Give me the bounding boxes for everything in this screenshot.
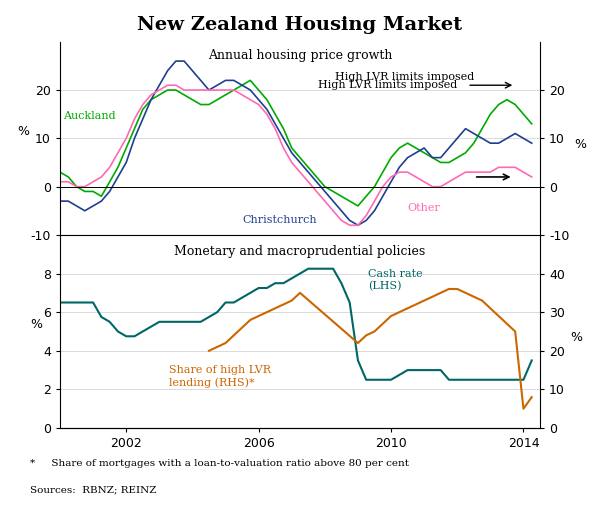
Y-axis label: %: % [17, 125, 29, 138]
Text: Christchurch: Christchurch [242, 215, 317, 225]
Text: High LVR limits imposed: High LVR limits imposed [335, 73, 474, 82]
Text: *     Share of mortgages with a loan-to-valuation ratio above 80 per cent: * Share of mortgages with a loan-to-valu… [30, 459, 409, 468]
Text: Cash rate
(LHS): Cash rate (LHS) [368, 269, 422, 291]
Text: Annual housing price growth: Annual housing price growth [208, 50, 392, 63]
Y-axis label: %: % [570, 331, 582, 345]
Text: Auckland: Auckland [64, 111, 116, 121]
Y-axis label: %: % [575, 138, 587, 151]
Y-axis label: %: % [30, 318, 42, 331]
Text: New Zealand Housing Market: New Zealand Housing Market [137, 16, 463, 33]
Text: Other: Other [407, 203, 440, 213]
Text: Monetary and macroprudential policies: Monetary and macroprudential policies [175, 244, 425, 257]
Text: High LVR limits imposed: High LVR limits imposed [318, 80, 457, 90]
Text: Share of high LVR
lending (RHS)*: Share of high LVR lending (RHS)* [169, 365, 271, 387]
Text: Sources:  RBNZ; REINZ: Sources: RBNZ; REINZ [30, 485, 157, 494]
